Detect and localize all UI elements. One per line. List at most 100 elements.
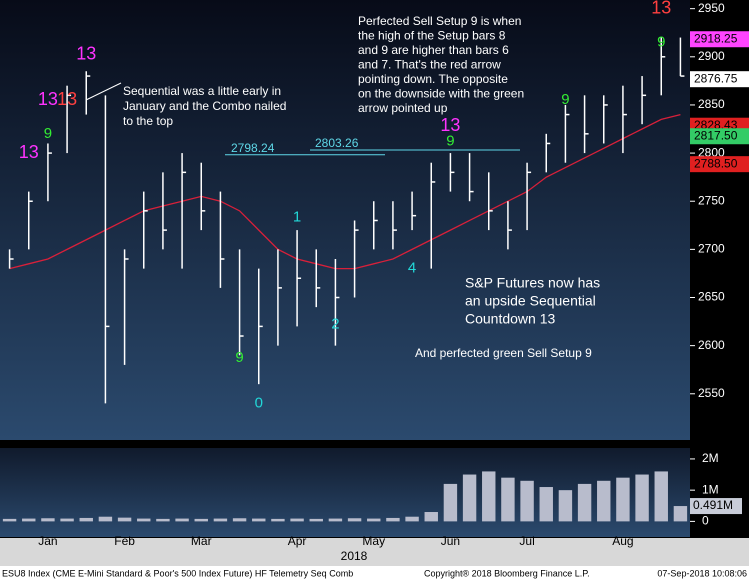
y-tick-label: 2M	[702, 451, 719, 465]
annotation: January and the Combo nailed	[123, 99, 286, 113]
volume-bar	[482, 471, 496, 522]
x-tick-label: Feb	[114, 534, 135, 548]
x-tick-label: May	[362, 534, 385, 548]
x-tick-label: Aug	[612, 534, 633, 548]
count-label: 9	[44, 125, 52, 142]
y-tick-label: 2850	[698, 97, 725, 111]
volume-bar	[539, 487, 553, 522]
volume-bar	[2, 518, 17, 522]
volume-bar	[41, 518, 55, 522]
volume-bar	[79, 517, 93, 522]
annotation: an upside Sequential	[465, 293, 596, 309]
volume-bar	[213, 518, 228, 522]
count-label: 13	[440, 115, 460, 135]
price-tag	[690, 71, 749, 88]
count-label: 13	[38, 89, 58, 109]
price-tag	[690, 31, 749, 48]
count-label: 9	[446, 133, 454, 150]
level-label: 2803.26	[315, 136, 359, 150]
volume-bar	[328, 518, 343, 522]
volume-bar	[60, 518, 74, 522]
annotation: and 9 are higher than bars 6	[358, 43, 509, 57]
price-tag-label: 2918.25	[694, 31, 738, 45]
price-panel	[0, 0, 690, 440]
x-axis-band	[0, 538, 749, 566]
count-label: 13	[19, 142, 39, 162]
count-label: 13	[76, 44, 96, 64]
annotation: Perfected Sell Setup 9 is when	[358, 14, 521, 28]
price-tag	[690, 156, 749, 173]
volume-bar	[252, 518, 266, 522]
x-tick-label: Jan	[38, 534, 57, 548]
volume-bar	[271, 518, 285, 522]
count-label: 1	[293, 209, 301, 226]
volume-bar	[501, 477, 515, 522]
volume-bar	[597, 480, 611, 522]
x-tick-label: Jul	[519, 534, 534, 548]
annotation: to the top	[123, 114, 173, 128]
volume-bar	[156, 518, 170, 522]
x-tick-label: Jun	[441, 534, 460, 548]
volume-panel	[0, 448, 690, 537]
level-label: 2798.24	[231, 141, 275, 155]
annotation: Sequential was a little early in	[123, 84, 281, 98]
y-tick-label: 2900	[698, 49, 725, 63]
price-tag-label: 2876.75	[694, 71, 738, 85]
volume-bar	[616, 477, 630, 522]
footer-right: 07-Sep-2018 10:08:06	[657, 568, 747, 578]
volume-bar	[137, 518, 151, 522]
moving-average	[9, 113, 681, 270]
x-tick-label: Apr	[288, 534, 307, 548]
annotation: S&P Futures now has	[465, 275, 600, 291]
price-tag	[690, 128, 749, 145]
volume-bar	[443, 483, 458, 522]
y-tick-label: 0	[702, 514, 709, 528]
count-label: 2	[331, 315, 339, 332]
volume-bar	[520, 480, 534, 522]
count-label: 9	[657, 33, 665, 50]
y-tick-label: 2650	[698, 290, 725, 304]
y-tick-label: 2800	[698, 145, 725, 159]
volume-bar	[558, 490, 573, 522]
annotation: on the downside with the green	[358, 87, 524, 101]
footer-center: Copyright® 2018 Bloomberg Finance L.P.	[424, 568, 590, 578]
price-tag-label: 2817.50	[694, 128, 738, 142]
annotation: Countdown 13	[465, 311, 556, 327]
volume-bar	[232, 518, 247, 522]
y-tick-label: 1M	[702, 482, 719, 496]
volume-bar	[462, 474, 477, 522]
footer-band	[0, 566, 749, 581]
annotation-pointer	[85, 82, 122, 101]
volume-bar	[194, 518, 208, 522]
volume-bar	[175, 518, 189, 522]
volume-tag-label: 0.491M	[693, 498, 733, 512]
annotation: and 7. That's the red arrow	[358, 58, 501, 72]
y-tick-label: 2600	[698, 338, 725, 352]
volume-bar	[654, 471, 668, 522]
annotation: pointing down. The opposite	[358, 72, 508, 86]
y-tick-label: 2950	[698, 1, 725, 15]
volume-bar	[309, 518, 323, 522]
annotation: And perfected green Sell Setup 9	[415, 346, 592, 360]
volume-bar	[405, 516, 419, 522]
volume-bar	[386, 517, 400, 522]
x-axis-label: 2018	[341, 549, 368, 563]
annotation: arrow pointed up	[358, 101, 448, 115]
count-label: 13	[57, 89, 77, 109]
volume-tag	[690, 498, 742, 515]
volume-bar	[22, 518, 36, 522]
y-tick-label: 2550	[698, 386, 725, 400]
count-label: 13	[651, 0, 671, 17]
footer-left: ESU8 Index (CME E-Mini Standard & Poor's…	[2, 568, 353, 578]
volume-bar	[424, 512, 438, 522]
count-label: 0	[255, 394, 263, 411]
volume-bar	[367, 518, 381, 522]
y-tick-label: 2700	[698, 242, 725, 256]
volume-bar	[117, 517, 132, 522]
count-label: 9	[561, 91, 569, 108]
annotation: the high of the Setup bars 8	[358, 29, 506, 43]
volume-bar	[635, 474, 649, 522]
volume-bar	[673, 506, 688, 522]
